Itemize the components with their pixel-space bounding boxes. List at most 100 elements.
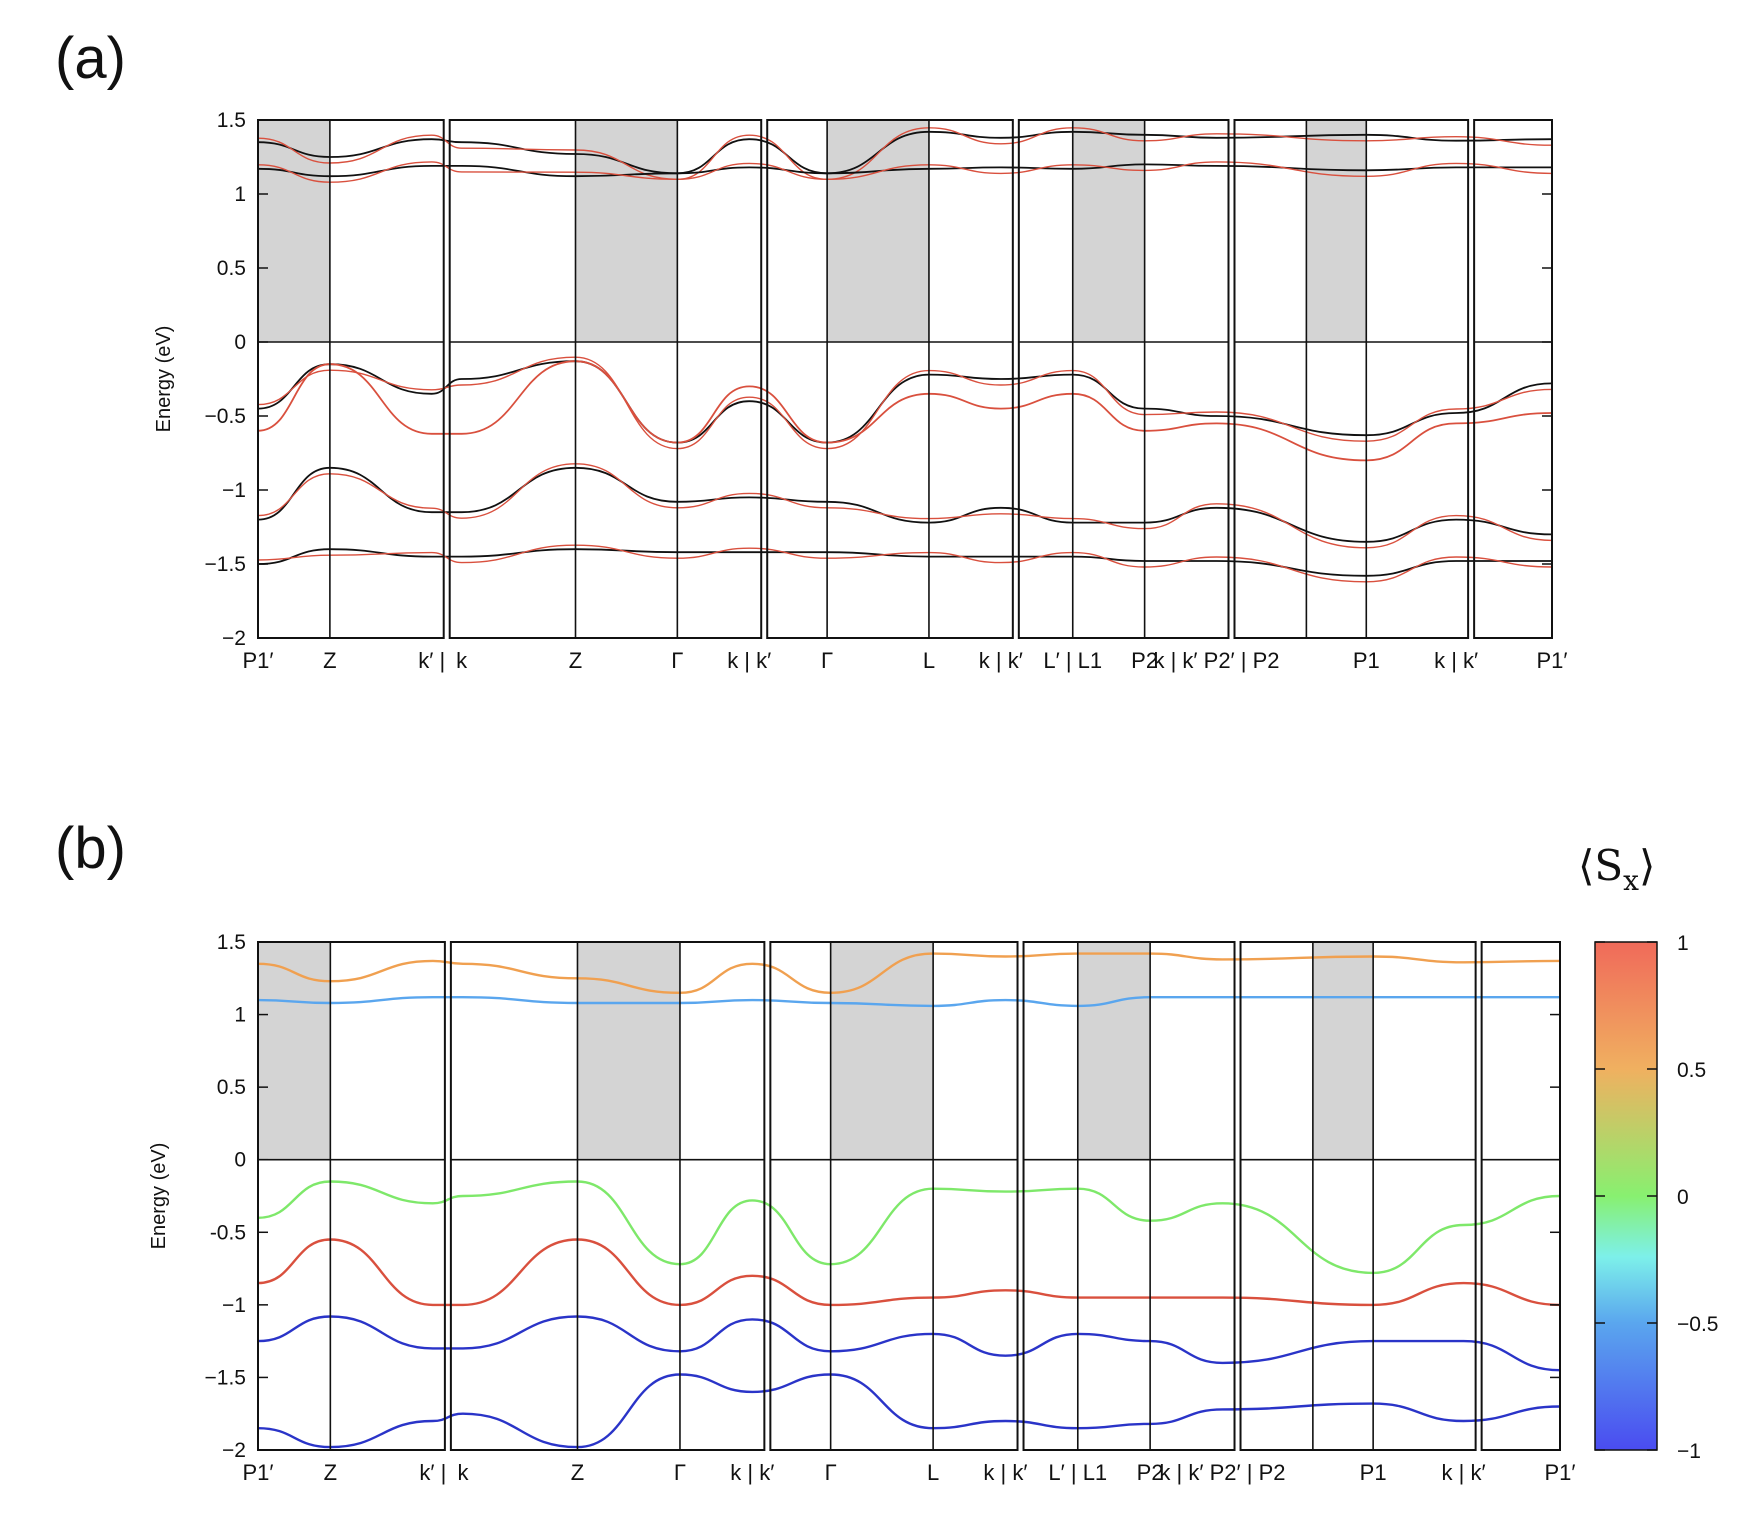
shaded-region [1077, 942, 1151, 1160]
colorbar-tick-label: 1 [1677, 932, 1689, 955]
k-point-label: P1′ [1536, 648, 1567, 673]
k-point-label: Γ [821, 648, 833, 673]
band-conduction-2-partner [258, 161, 1552, 183]
shaded-region [258, 942, 331, 1160]
shaded-region [1312, 942, 1374, 1160]
k-point-label: P2 [1131, 648, 1158, 673]
k-point-label: Z [571, 1460, 584, 1485]
y-tick-label: −1.5 [205, 1366, 246, 1389]
k-point-label: P1 [1360, 1460, 1387, 1485]
colorbar-tick-label: −0.5 [1677, 1313, 1718, 1336]
colorbar-tick-label: 0 [1677, 1186, 1689, 1209]
panel-a-label: (a) [55, 26, 126, 91]
y-tick-label: −2 [222, 627, 246, 650]
y-tick-label: -0.5 [210, 1221, 246, 1244]
k-point-label: L′ | L1 [1043, 648, 1102, 673]
band-conduction-1 [258, 952, 1560, 995]
y-tick-label: 1 [234, 1004, 246, 1027]
band-valence-1 [258, 1180, 1560, 1275]
k-point-label: k [456, 648, 468, 673]
subplot-frame [769, 941, 1019, 1451]
band-valence-4 [258, 548, 1552, 577]
k-point-label: k [457, 1460, 469, 1485]
k-point-label: P1 [1353, 648, 1380, 673]
y-tick-label: 1.5 [217, 931, 246, 954]
shaded-region [575, 120, 678, 342]
colorbar-tick-label: 0.5 [1677, 1059, 1706, 1082]
y-tick-label: −1.5 [205, 553, 246, 576]
colorbar-title-main: ⟨S [1578, 841, 1623, 890]
k-point-label: Γ [674, 1460, 686, 1485]
colorbar-title: ⟨Sx⟩ [1578, 841, 1655, 897]
y-tick-label: −1 [222, 479, 246, 502]
colorbar-ticks: 1 0.5 0 −0.5 −1 [1595, 932, 1718, 1463]
k-point-label: Γ [671, 648, 683, 673]
subplot-frame [257, 119, 445, 639]
subplot-frame [449, 941, 766, 1451]
k-point-label: P1′ [1544, 1460, 1575, 1485]
subplot-frame [766, 119, 1014, 639]
colorbar-title-sub: x [1623, 864, 1639, 897]
panel-b-ylabel: Energy (eV) [148, 1143, 170, 1250]
shaded-region [258, 120, 330, 342]
k-point-label: k | k′ [1442, 1460, 1486, 1485]
k-point-label: k | k′ [979, 648, 1023, 673]
k-point-label: k | k′ [727, 648, 771, 673]
subplot-frame [1233, 119, 1470, 639]
band-valence-4-partner [258, 544, 1552, 583]
panel-b: (b) Energy (eV) 1.510.50-0.5−1−1.5−2P1′ Z… [55, 816, 1576, 1485]
shaded-region [827, 120, 929, 342]
y-tick-label: 0 [234, 331, 246, 354]
colorbar: ⟨Sx⟩ 1 0.5 0 −0.5 −1 [1578, 841, 1718, 1463]
k-point-label: L [927, 1460, 939, 1485]
colorbar-title-close: ⟩ [1639, 841, 1655, 890]
shaded-region [830, 942, 934, 1160]
subplot-frame [1239, 941, 1477, 1451]
colorbar-tick-label: −1 [1677, 1440, 1701, 1463]
subplot-frame [1480, 941, 1562, 1451]
y-tick-label: 1.5 [217, 109, 246, 132]
colorbar-gradient [1594, 941, 1658, 1451]
y-tick-label: 0.5 [217, 1076, 246, 1099]
shaded-region [1306, 120, 1367, 342]
k-point-label: Z [324, 1460, 337, 1485]
k-point-label: Z [569, 648, 582, 673]
k-point-label: k | k′ [983, 1460, 1027, 1485]
band-valence-3-partner [258, 463, 1552, 549]
y-tick-label: −0.5 [205, 405, 246, 428]
k-point-label: P1′ [242, 648, 273, 673]
subplot-frame [448, 119, 763, 639]
subplot-frame [1017, 119, 1230, 639]
k-point-label: L [923, 648, 935, 673]
y-tick-label: −2 [222, 1439, 246, 1462]
y-tick-label: −1 [222, 1294, 246, 1317]
k-point-label: P2 [1137, 1460, 1164, 1485]
k-point-label: k | k′ P2′ | P2 [1153, 648, 1279, 673]
subplot-frame [257, 941, 446, 1451]
shaded-region [1072, 120, 1145, 342]
y-tick-label: 0 [234, 1149, 246, 1172]
band-valence-3 [258, 466, 1552, 543]
subplot-frame [1022, 941, 1236, 1451]
k-point-label: k′ | [419, 1460, 446, 1485]
shaded-region [577, 942, 680, 1160]
k-point-label: k | k′ P2′ | P2 [1159, 1460, 1285, 1485]
y-tick-label: 1 [234, 183, 246, 206]
panel-a: (a) Energy (eV) 1.510.50−0.5−1−1.5−2P1′ Z… [55, 26, 1568, 673]
band-valence-2 [258, 360, 1552, 462]
panel-a-ylabel: Energy (eV) [153, 326, 175, 433]
k-point-label: k′ | [418, 648, 445, 673]
k-point-label: L′ | L1 [1048, 1460, 1107, 1485]
k-point-label: Z [323, 648, 336, 673]
k-point-label: P1′ [242, 1460, 273, 1485]
subplot-frame [1473, 119, 1553, 639]
subplot-background [1474, 120, 1552, 638]
k-point-label: k | k′ [730, 1460, 774, 1485]
y-tick-label: 0.5 [217, 257, 246, 280]
panel-b-label: (b) [55, 816, 126, 881]
k-point-label: Γ [825, 1460, 837, 1485]
band-valence-1-partner [258, 356, 1552, 450]
